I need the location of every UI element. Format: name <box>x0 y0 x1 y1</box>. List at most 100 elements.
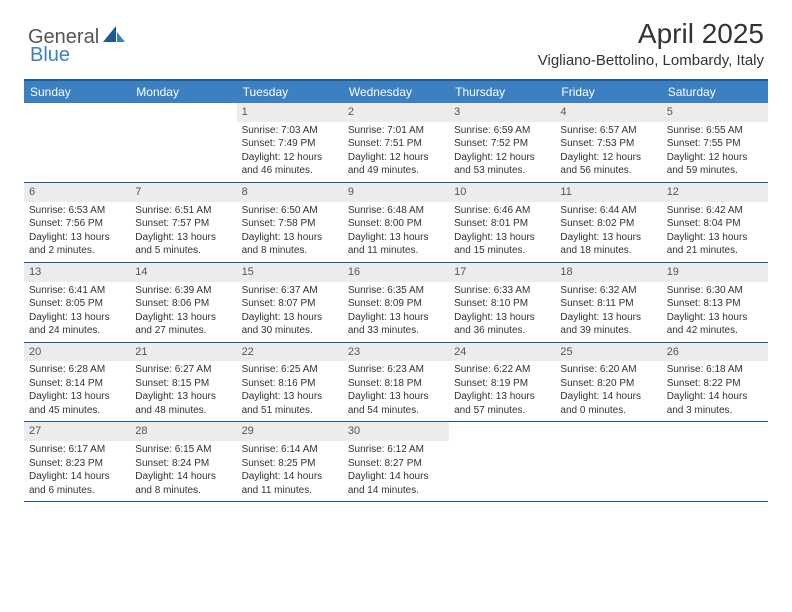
sunset-text: Sunset: 7:56 PM <box>29 217 125 231</box>
sunset-text: Sunset: 8:06 PM <box>135 297 231 311</box>
calendar-cell: 21Sunrise: 6:27 AMSunset: 8:15 PMDayligh… <box>130 343 236 422</box>
sunrise-text: Sunrise: 6:25 AM <box>242 363 338 377</box>
sunset-text: Sunset: 7:53 PM <box>560 137 656 151</box>
day-number: 19 <box>662 263 768 282</box>
sunrise-text: Sunrise: 6:59 AM <box>454 124 550 138</box>
day-header: Thursday <box>449 81 555 103</box>
sunrise-text: Sunrise: 7:03 AM <box>242 124 338 138</box>
sunrise-text: Sunrise: 6:15 AM <box>135 443 231 457</box>
day-number: 8 <box>237 183 343 202</box>
calendar-cell: 10Sunrise: 6:46 AMSunset: 8:01 PMDayligh… <box>449 183 555 262</box>
sunset-text: Sunset: 7:51 PM <box>348 137 444 151</box>
sunset-text: Sunset: 8:22 PM <box>667 377 763 391</box>
week-row: ..1Sunrise: 7:03 AMSunset: 7:49 PMDaylig… <box>24 103 768 183</box>
sunset-text: Sunset: 8:25 PM <box>242 457 338 471</box>
day-number: 7 <box>130 183 236 202</box>
day-number: 18 <box>555 263 661 282</box>
calendar-cell: . <box>555 422 661 501</box>
sunset-text: Sunset: 7:57 PM <box>135 217 231 231</box>
daylight-text: Daylight: 13 hours and 33 minutes. <box>348 311 444 338</box>
sunset-text: Sunset: 8:04 PM <box>667 217 763 231</box>
calendar-cell: 28Sunrise: 6:15 AMSunset: 8:24 PMDayligh… <box>130 422 236 501</box>
calendar-cell: 13Sunrise: 6:41 AMSunset: 8:05 PMDayligh… <box>24 263 130 342</box>
day-body: Sunrise: 6:39 AMSunset: 8:06 PMDaylight:… <box>130 282 236 342</box>
sunset-text: Sunset: 8:11 PM <box>560 297 656 311</box>
sunset-text: Sunset: 8:05 PM <box>29 297 125 311</box>
day-body: Sunrise: 7:03 AMSunset: 7:49 PMDaylight:… <box>237 122 343 182</box>
day-body: Sunrise: 6:51 AMSunset: 7:57 PMDaylight:… <box>130 202 236 262</box>
day-body: Sunrise: 6:30 AMSunset: 8:13 PMDaylight:… <box>662 282 768 342</box>
week-row: 27Sunrise: 6:17 AMSunset: 8:23 PMDayligh… <box>24 422 768 502</box>
day-body: Sunrise: 6:57 AMSunset: 7:53 PMDaylight:… <box>555 122 661 182</box>
calendar: SundayMondayTuesdayWednesdayThursdayFrid… <box>24 79 768 502</box>
calendar-cell: 26Sunrise: 6:18 AMSunset: 8:22 PMDayligh… <box>662 343 768 422</box>
day-number: 4 <box>555 103 661 122</box>
day-number: 9 <box>343 183 449 202</box>
daylight-text: Daylight: 13 hours and 21 minutes. <box>667 231 763 258</box>
sunset-text: Sunset: 7:58 PM <box>242 217 338 231</box>
sunrise-text: Sunrise: 6:32 AM <box>560 284 656 298</box>
day-body: Sunrise: 6:18 AMSunset: 8:22 PMDaylight:… <box>662 361 768 421</box>
day-body: Sunrise: 6:46 AMSunset: 8:01 PMDaylight:… <box>449 202 555 262</box>
calendar-cell: 30Sunrise: 6:12 AMSunset: 8:27 PMDayligh… <box>343 422 449 501</box>
day-headers-row: SundayMondayTuesdayWednesdayThursdayFrid… <box>24 81 768 103</box>
sunset-text: Sunset: 7:55 PM <box>667 137 763 151</box>
daylight-text: Daylight: 13 hours and 45 minutes. <box>29 390 125 417</box>
calendar-cell: . <box>24 103 130 182</box>
sunrise-text: Sunrise: 6:14 AM <box>242 443 338 457</box>
day-body: Sunrise: 6:33 AMSunset: 8:10 PMDaylight:… <box>449 282 555 342</box>
sunrise-text: Sunrise: 7:01 AM <box>348 124 444 138</box>
sunset-text: Sunset: 8:07 PM <box>242 297 338 311</box>
calendar-cell: 9Sunrise: 6:48 AMSunset: 8:00 PMDaylight… <box>343 183 449 262</box>
calendar-cell: 23Sunrise: 6:23 AMSunset: 8:18 PMDayligh… <box>343 343 449 422</box>
calendar-cell: . <box>662 422 768 501</box>
logo-sail-icon <box>103 26 125 49</box>
daylight-text: Daylight: 13 hours and 18 minutes. <box>560 231 656 258</box>
sunrise-text: Sunrise: 6:20 AM <box>560 363 656 377</box>
sunset-text: Sunset: 8:27 PM <box>348 457 444 471</box>
day-body: Sunrise: 6:55 AMSunset: 7:55 PMDaylight:… <box>662 122 768 182</box>
day-body: Sunrise: 6:50 AMSunset: 7:58 PMDaylight:… <box>237 202 343 262</box>
calendar-cell: 8Sunrise: 6:50 AMSunset: 7:58 PMDaylight… <box>237 183 343 262</box>
daylight-text: Daylight: 14 hours and 14 minutes. <box>348 470 444 497</box>
day-body: Sunrise: 6:59 AMSunset: 7:52 PMDaylight:… <box>449 122 555 182</box>
daylight-text: Daylight: 13 hours and 42 minutes. <box>667 311 763 338</box>
sunset-text: Sunset: 8:16 PM <box>242 377 338 391</box>
calendar-cell: 7Sunrise: 6:51 AMSunset: 7:57 PMDaylight… <box>130 183 236 262</box>
calendar-cell: 18Sunrise: 6:32 AMSunset: 8:11 PMDayligh… <box>555 263 661 342</box>
day-number: 11 <box>555 183 661 202</box>
day-number: 22 <box>237 343 343 362</box>
day-body: Sunrise: 6:22 AMSunset: 8:19 PMDaylight:… <box>449 361 555 421</box>
calendar-cell: 27Sunrise: 6:17 AMSunset: 8:23 PMDayligh… <box>24 422 130 501</box>
day-number: 14 <box>130 263 236 282</box>
daylight-text: Daylight: 14 hours and 3 minutes. <box>667 390 763 417</box>
sunset-text: Sunset: 8:23 PM <box>29 457 125 471</box>
sunset-text: Sunset: 8:01 PM <box>454 217 550 231</box>
sunset-text: Sunset: 8:09 PM <box>348 297 444 311</box>
sunset-text: Sunset: 8:18 PM <box>348 377 444 391</box>
daylight-text: Daylight: 13 hours and 54 minutes. <box>348 390 444 417</box>
calendar-cell: 15Sunrise: 6:37 AMSunset: 8:07 PMDayligh… <box>237 263 343 342</box>
sunset-text: Sunset: 8:19 PM <box>454 377 550 391</box>
daylight-text: Daylight: 13 hours and 39 minutes. <box>560 311 656 338</box>
calendar-cell: 1Sunrise: 7:03 AMSunset: 7:49 PMDaylight… <box>237 103 343 182</box>
day-header: Friday <box>555 81 661 103</box>
day-body: Sunrise: 6:44 AMSunset: 8:02 PMDaylight:… <box>555 202 661 262</box>
day-number: 26 <box>662 343 768 362</box>
calendar-cell: 25Sunrise: 6:20 AMSunset: 8:20 PMDayligh… <box>555 343 661 422</box>
calendar-cell: 11Sunrise: 6:44 AMSunset: 8:02 PMDayligh… <box>555 183 661 262</box>
sunset-text: Sunset: 8:20 PM <box>560 377 656 391</box>
sunrise-text: Sunrise: 6:46 AM <box>454 204 550 218</box>
location: Vigliano-Bettolino, Lombardy, Italy <box>538 52 764 69</box>
day-body: Sunrise: 6:32 AMSunset: 8:11 PMDaylight:… <box>555 282 661 342</box>
daylight-text: Daylight: 12 hours and 56 minutes. <box>560 151 656 178</box>
daylight-text: Daylight: 13 hours and 24 minutes. <box>29 311 125 338</box>
daylight-text: Daylight: 12 hours and 53 minutes. <box>454 151 550 178</box>
week-row: 13Sunrise: 6:41 AMSunset: 8:05 PMDayligh… <box>24 263 768 343</box>
daylight-text: Daylight: 14 hours and 0 minutes. <box>560 390 656 417</box>
sunrise-text: Sunrise: 6:37 AM <box>242 284 338 298</box>
calendar-cell: 29Sunrise: 6:14 AMSunset: 8:25 PMDayligh… <box>237 422 343 501</box>
daylight-text: Daylight: 13 hours and 57 minutes. <box>454 390 550 417</box>
daylight-text: Daylight: 13 hours and 36 minutes. <box>454 311 550 338</box>
day-header: Monday <box>130 81 236 103</box>
